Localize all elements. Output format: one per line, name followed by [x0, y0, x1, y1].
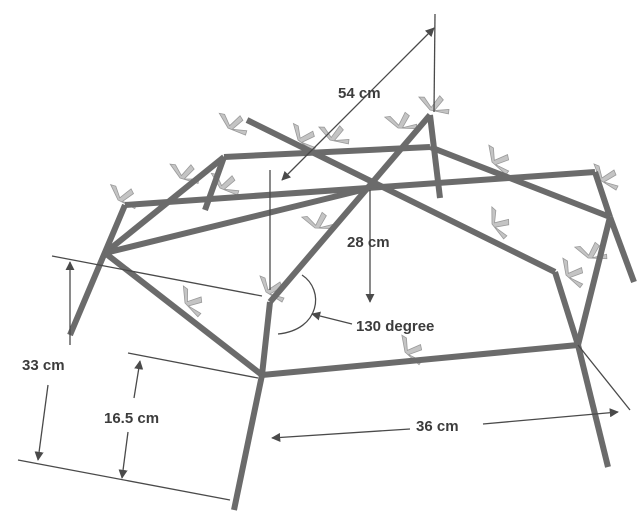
leaf-clip — [557, 257, 587, 289]
dim-extension — [577, 344, 631, 411]
leg — [607, 215, 637, 284]
label-16-5cm: 16.5 cm — [104, 410, 159, 427]
beam — [592, 171, 613, 218]
leg — [575, 344, 611, 468]
label-54cm: 54 cm — [338, 85, 381, 102]
dimension-lines — [17, 13, 631, 501]
label-28cm: 28 cm — [347, 234, 390, 251]
dim-line-54 — [281, 27, 435, 181]
angle-pointer — [311, 311, 353, 325]
label-33cm: 33 cm — [22, 357, 65, 374]
frame-beams — [67, 113, 637, 511]
dim-line-36-right — [482, 408, 619, 425]
leaf-clip — [318, 118, 351, 152]
dim-extension — [127, 352, 259, 379]
dim-line-36-left — [271, 428, 411, 443]
dim-line-33-bottom — [34, 384, 49, 461]
dim-extension — [51, 255, 263, 297]
leaf-clip — [218, 108, 248, 140]
beam — [261, 342, 579, 378]
beam — [428, 144, 612, 220]
label-130-degree: 130 degree — [356, 318, 434, 335]
dimension-labels: 54 cm 28 cm 130 degree 33 cm 16.5 cm 36 … — [22, 85, 459, 435]
leg — [231, 374, 265, 511]
angle-arc — [277, 274, 317, 335]
beam — [103, 250, 264, 378]
beam — [104, 185, 371, 256]
dim-line-16-bottom — [118, 431, 129, 479]
beam — [575, 216, 613, 346]
beam — [67, 203, 128, 337]
dim-extension — [17, 459, 231, 501]
beam — [552, 271, 581, 346]
beam — [259, 301, 273, 376]
label-36cm: 36 cm — [416, 418, 459, 435]
leaf-clip — [482, 206, 515, 240]
leaf-clip — [169, 157, 201, 190]
dim-line-16-top — [133, 360, 144, 399]
